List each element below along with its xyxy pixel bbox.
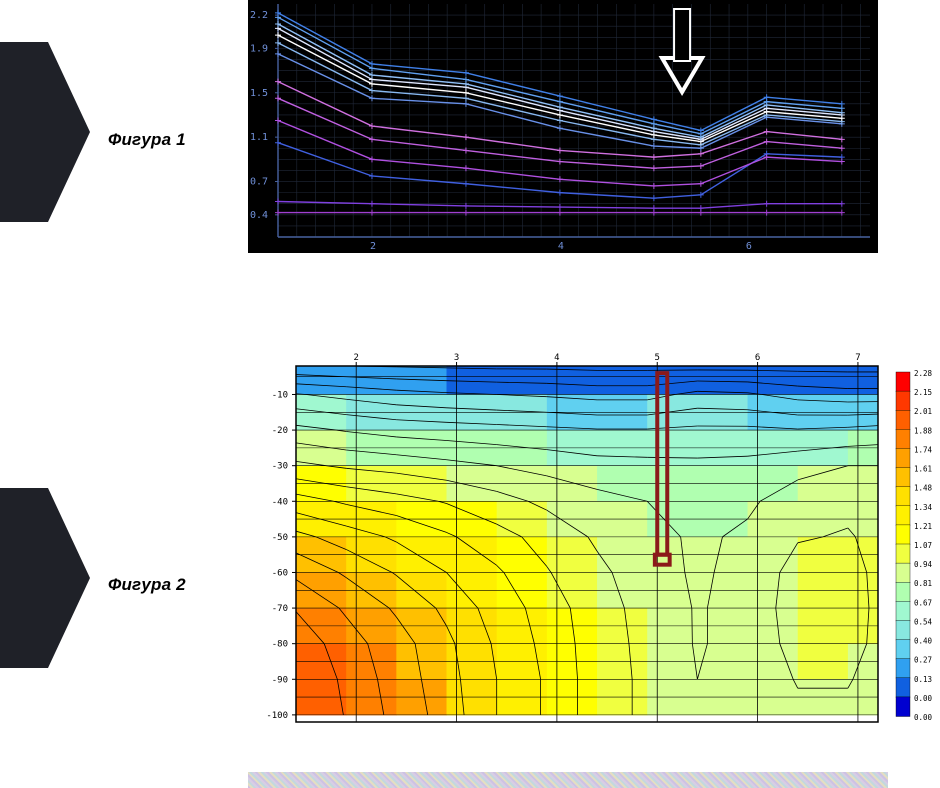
svg-text:-40: -40 [272,497,288,507]
svg-text:2.28: 2.28 [914,369,933,378]
svg-text:0.67: 0.67 [914,598,932,607]
svg-text:1.07: 1.07 [914,541,932,550]
svg-text:1.88: 1.88 [914,426,933,435]
svg-text:1.34: 1.34 [914,503,933,512]
figure1-label: Фигура 1 [108,130,186,150]
svg-text:0.7: 0.7 [250,177,268,188]
decorative-noise-strip [248,772,888,788]
figure2-label: Фигура 2 [108,575,186,595]
svg-text:0.4: 0.4 [250,210,268,221]
svg-text:2.15: 2.15 [914,388,932,397]
chevron-decor [0,488,90,668]
svg-text:-80: -80 [272,640,288,650]
svg-text:-90: -90 [272,675,288,685]
svg-text:2: 2 [353,353,358,363]
svg-text:1.1: 1.1 [250,132,268,143]
chevron-decor [0,42,90,222]
svg-text:-30: -30 [272,462,288,472]
svg-text:0.00: 0.00 [914,694,933,703]
svg-text:1.21: 1.21 [914,522,932,531]
svg-text:-50: -50 [272,533,288,543]
svg-text:0.40: 0.40 [914,637,933,646]
svg-text:-100: -100 [266,711,288,721]
contour-chart: 2 3 4 5 6 7 -10 -20 -30 -40 -50 -60 -70 -80 -90 -100 2.2… [248,348,940,728]
svg-text:4: 4 [558,241,564,252]
svg-text:0.54: 0.54 [914,617,933,626]
svg-text:1.5: 1.5 [250,88,268,99]
svg-text:0.13: 0.13 [914,675,932,684]
svg-text:-70: -70 [272,604,288,614]
svg-text:2.2: 2.2 [250,10,268,21]
svg-text:-10: -10 [272,390,288,400]
svg-text:-20: -20 [272,426,288,436]
svg-text:0.27: 0.27 [914,656,932,665]
svg-text:1.61: 1.61 [914,465,932,474]
svg-text:7: 7 [855,353,860,363]
svg-text:1.9: 1.9 [250,43,268,54]
svg-text:2.01: 2.01 [914,407,932,416]
svg-text:3: 3 [454,353,459,363]
svg-text:6: 6 [746,241,752,252]
svg-text:0.00: 0.00 [914,713,933,722]
svg-text:6: 6 [755,353,760,363]
line-chart-container: 0.4 0.7 1.1 1.5 1.9 2.2 2 4 6 [248,0,878,253]
svg-text:5: 5 [655,353,660,363]
contour-chart-container: 2 3 4 5 6 7 -10 -20 -30 -40 -50 -60 -70 -80 -90 -100 2.2… [248,348,940,728]
svg-text:-60: -60 [272,568,288,578]
svg-text:0.94: 0.94 [914,560,933,569]
svg-text:1.48: 1.48 [914,484,933,493]
line-chart: 0.4 0.7 1.1 1.5 1.9 2.2 2 4 6 [248,0,878,253]
svg-text:1.74: 1.74 [914,445,933,454]
svg-text:4: 4 [554,353,559,363]
svg-text:0.81: 0.81 [914,579,932,588]
svg-text:2: 2 [370,241,376,252]
